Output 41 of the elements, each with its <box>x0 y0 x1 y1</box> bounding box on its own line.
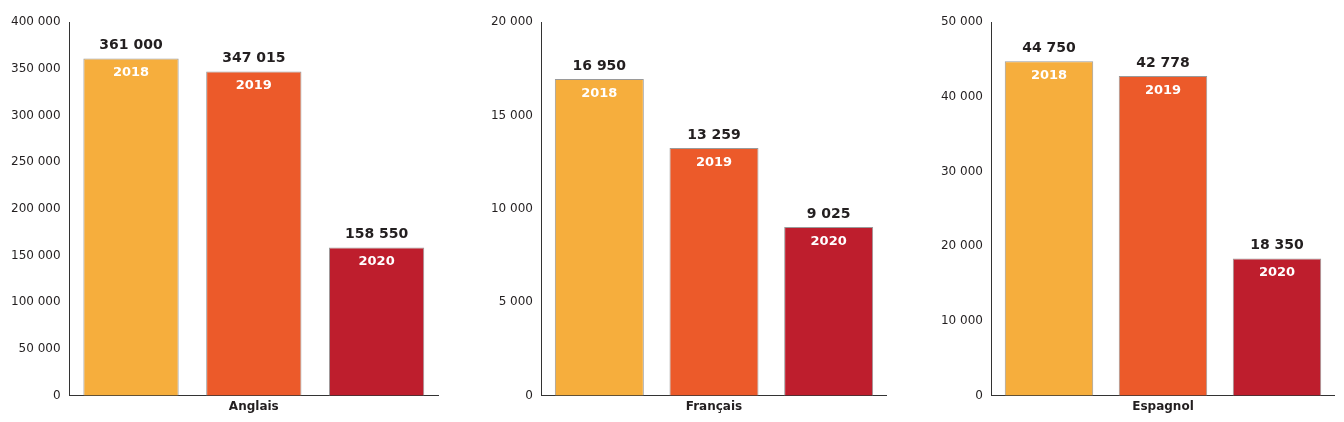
x-axis-title: Espagnol <box>1132 398 1194 413</box>
y-tick-label: 30 000 <box>940 163 983 178</box>
y-tick-label: 10 000 <box>940 313 983 328</box>
y-tick-label: 100 000 <box>11 294 61 309</box>
y-tick-label: 250 000 <box>11 154 61 169</box>
x-axis-title: Français <box>685 398 743 413</box>
y-tick-label: 350 000 <box>11 60 61 75</box>
y-tick-label: 5 000 <box>498 294 533 309</box>
data-label: 9 025 <box>806 204 851 221</box>
y-tick-label: 50 000 <box>18 341 61 356</box>
y-tick-label: 200 000 <box>11 200 61 215</box>
x-tick-label: 2018 <box>581 84 618 100</box>
data-label: 158 550 <box>344 225 409 242</box>
x-tick-label: 2019 <box>235 77 272 93</box>
y-tick-label: 40 000 <box>940 88 983 103</box>
y-tick-label: 0 <box>52 387 61 402</box>
data-label: 18 350 <box>1250 236 1305 253</box>
data-label: 16 950 <box>572 56 627 73</box>
y-tick-label: 15 000 <box>490 107 533 122</box>
data-label: 347 015 <box>222 49 286 66</box>
x-tick-label: 2018 <box>1030 67 1068 83</box>
x-tick-label: 2019 <box>695 153 733 169</box>
y-tick-label: 20 000 <box>940 238 983 253</box>
y-tick-label: 400 000 <box>11 14 61 29</box>
x-tick-label: 2020 <box>1258 264 1296 280</box>
data-label: 44 750 <box>1022 38 1077 55</box>
y-tick-label: 50 000 <box>940 14 983 29</box>
x-tick-label: 2019 <box>1144 81 1182 97</box>
y-tick-label: 0 <box>525 387 533 402</box>
y-tick-label: 20 000 <box>490 14 533 29</box>
x-tick-label: 2018 <box>112 64 150 80</box>
y-tick-label: 150 000 <box>11 247 61 262</box>
x-tick-label: 2020 <box>810 232 847 248</box>
x-axis-title: Anglais <box>228 398 279 413</box>
y-tick-label: 300 000 <box>11 107 61 122</box>
y-tick-label: 10 000 <box>490 200 533 215</box>
data-label: 13 259 <box>687 125 741 142</box>
y-tick-label: 0 <box>975 387 983 402</box>
data-label: 361 000 <box>99 36 163 53</box>
data-label: 42 778 <box>1136 53 1190 70</box>
x-tick-label: 2020 <box>358 253 395 269</box>
